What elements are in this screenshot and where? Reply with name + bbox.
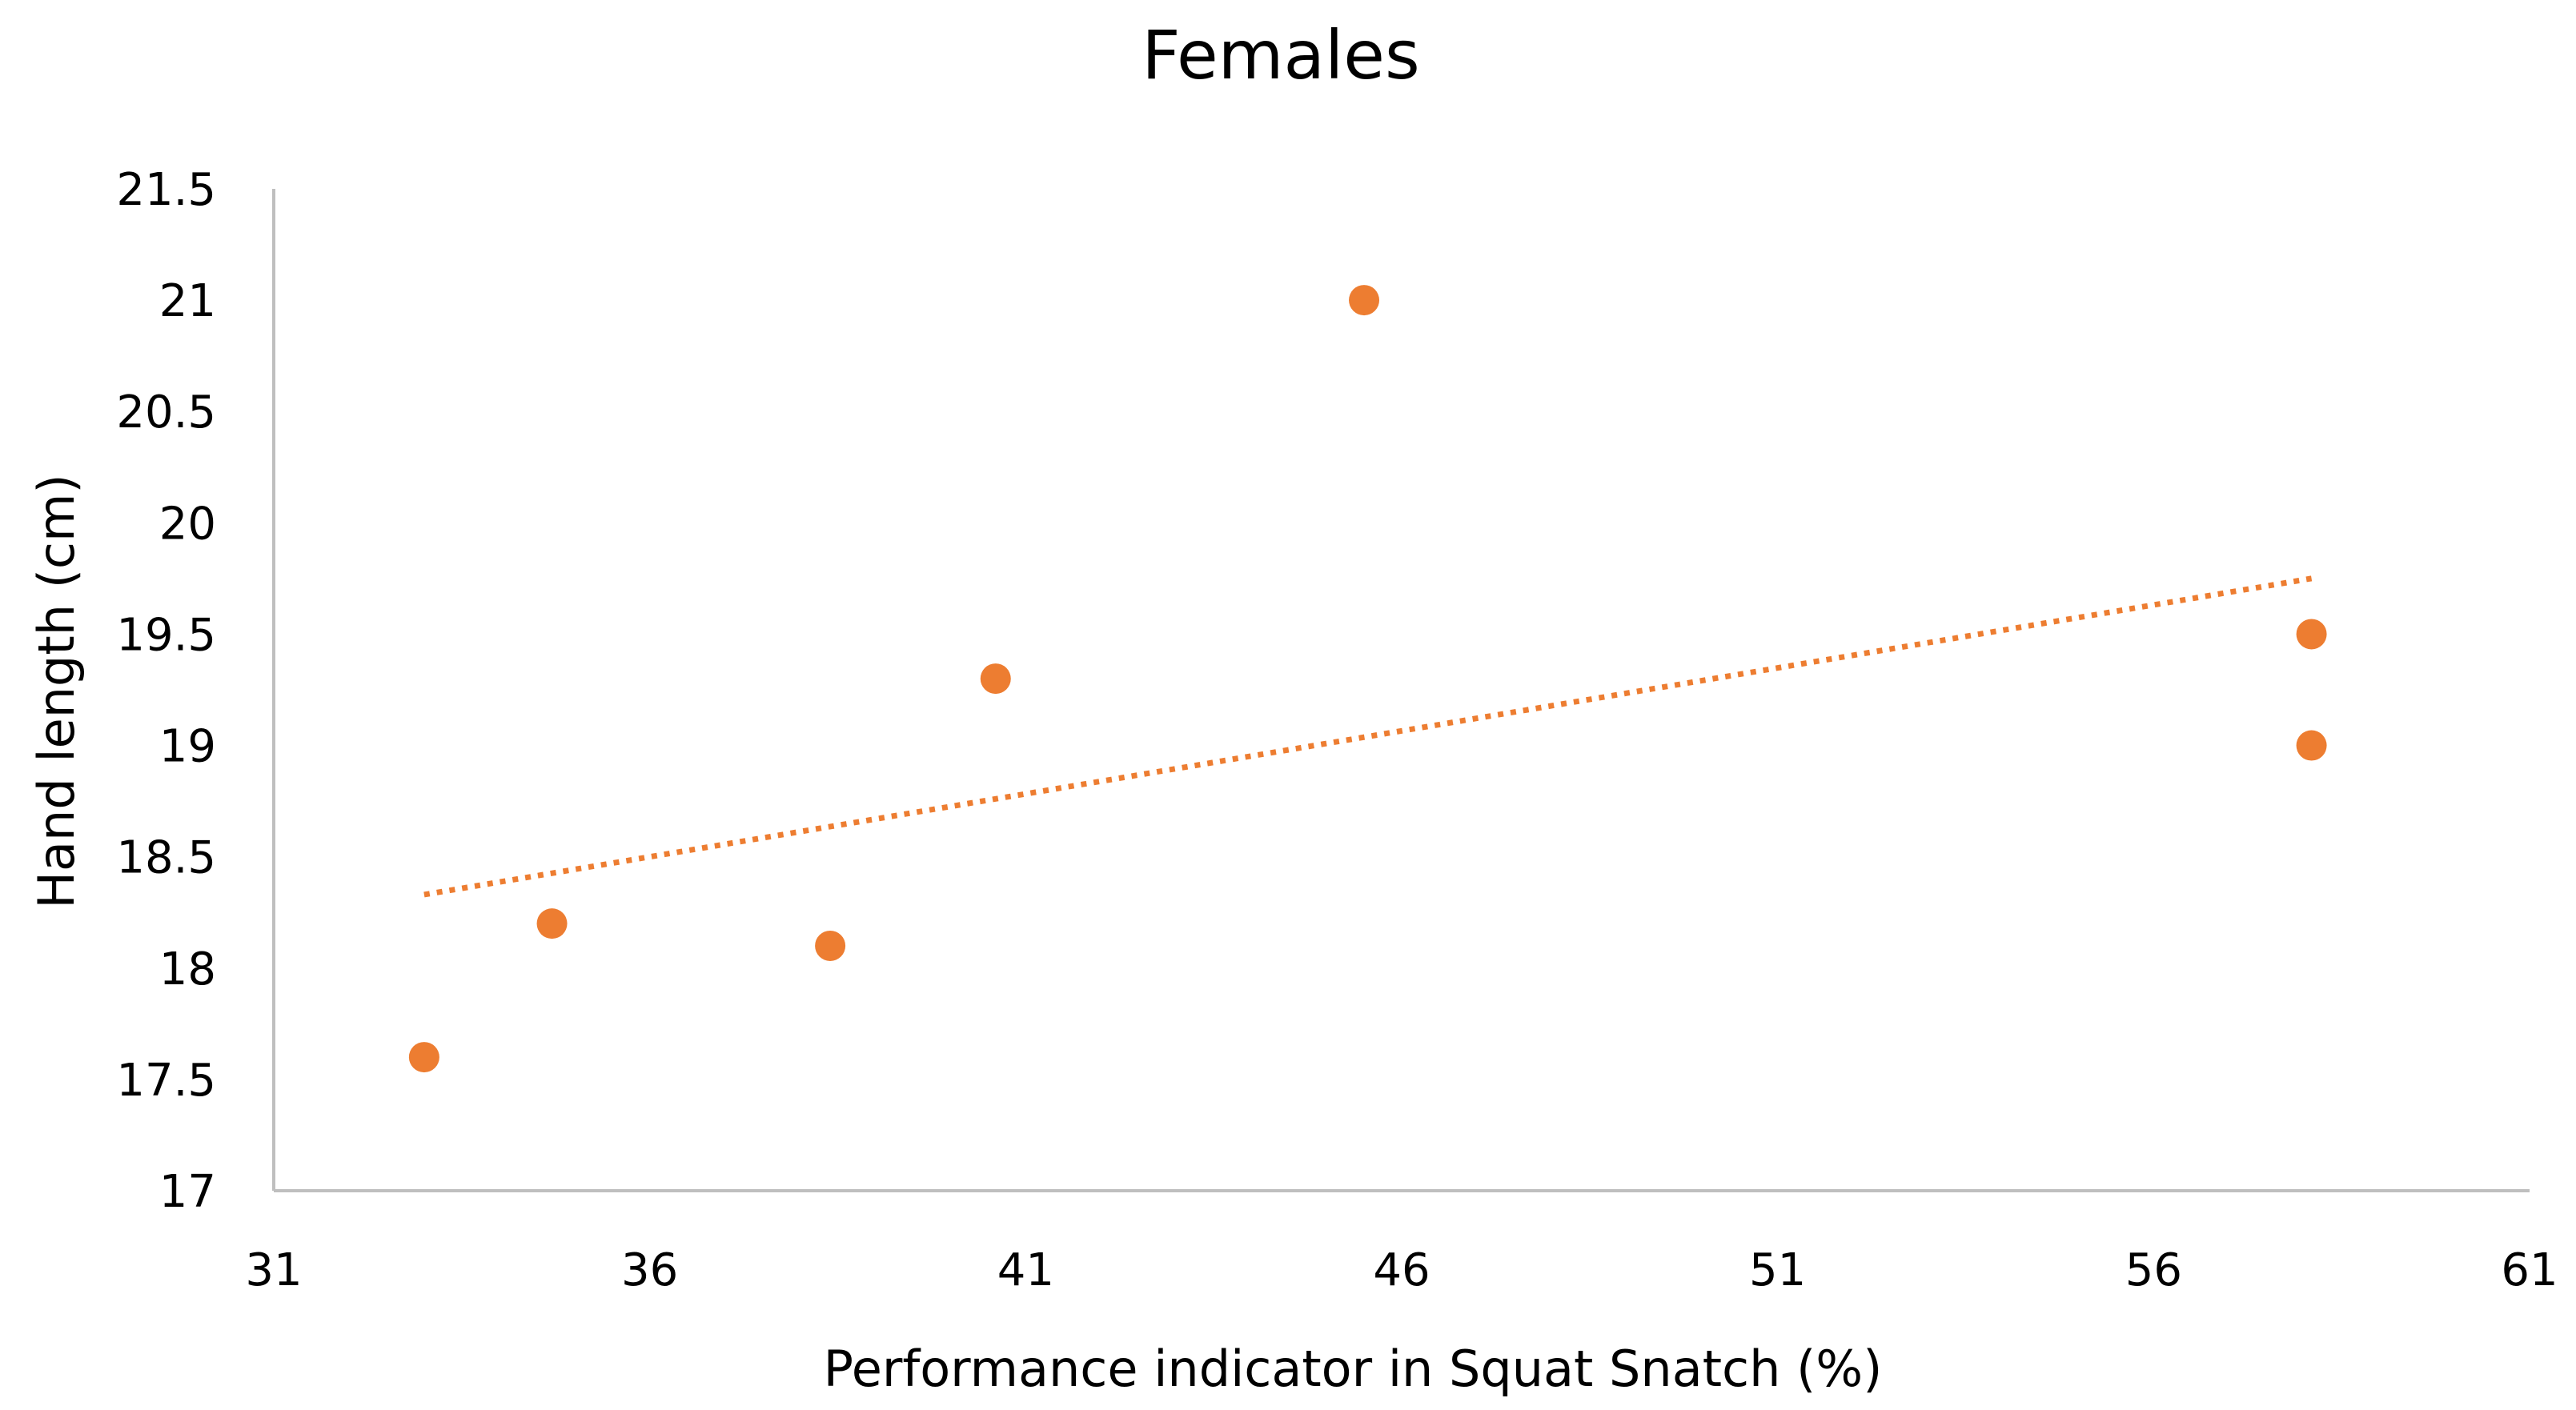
y-tick-label: 18 (159, 943, 216, 995)
data-point (1349, 285, 1380, 316)
y-tick-labels: 17 17.5 18 18.5 19 19.5 20 20.5 21 21.5 (116, 164, 216, 1218)
data-point (980, 663, 1011, 695)
x-tick-labels: 31 36 41 46 51 56 61 (245, 1244, 2558, 1296)
data-point (2296, 619, 2327, 650)
x-tick-label: 41 (997, 1244, 1054, 1296)
y-axis-title: Hand length (cm) (27, 474, 86, 908)
x-axis-title: Performance indicator in Squat Snatch (%… (824, 1340, 1883, 1398)
data-point (536, 908, 568, 939)
y-tick-label: 17.5 (116, 1055, 216, 1107)
x-tick-label: 36 (621, 1244, 678, 1296)
y-tick-label: 21 (159, 275, 216, 327)
y-tick-label: 19.5 (116, 609, 216, 661)
chart-title: Females (1142, 16, 1419, 94)
x-tick-label: 56 (2125, 1244, 2182, 1296)
y-tick-label: 17 (159, 1166, 216, 1218)
y-tick-label: 21.5 (116, 164, 216, 216)
y-tick-label: 19 (159, 721, 216, 773)
x-tick-label: 61 (2501, 1244, 2558, 1296)
x-tick-label: 31 (245, 1244, 302, 1296)
x-tick-label: 46 (1373, 1244, 1430, 1296)
x-tick-label: 51 (1749, 1244, 1806, 1296)
data-points (408, 285, 2327, 1073)
data-point (2296, 730, 2327, 761)
y-tick-label: 18.5 (116, 832, 216, 884)
y-tick-label: 20 (159, 498, 216, 550)
y-tick-label: 20.5 (116, 387, 216, 439)
data-point (408, 1042, 439, 1073)
data-point (815, 930, 846, 961)
